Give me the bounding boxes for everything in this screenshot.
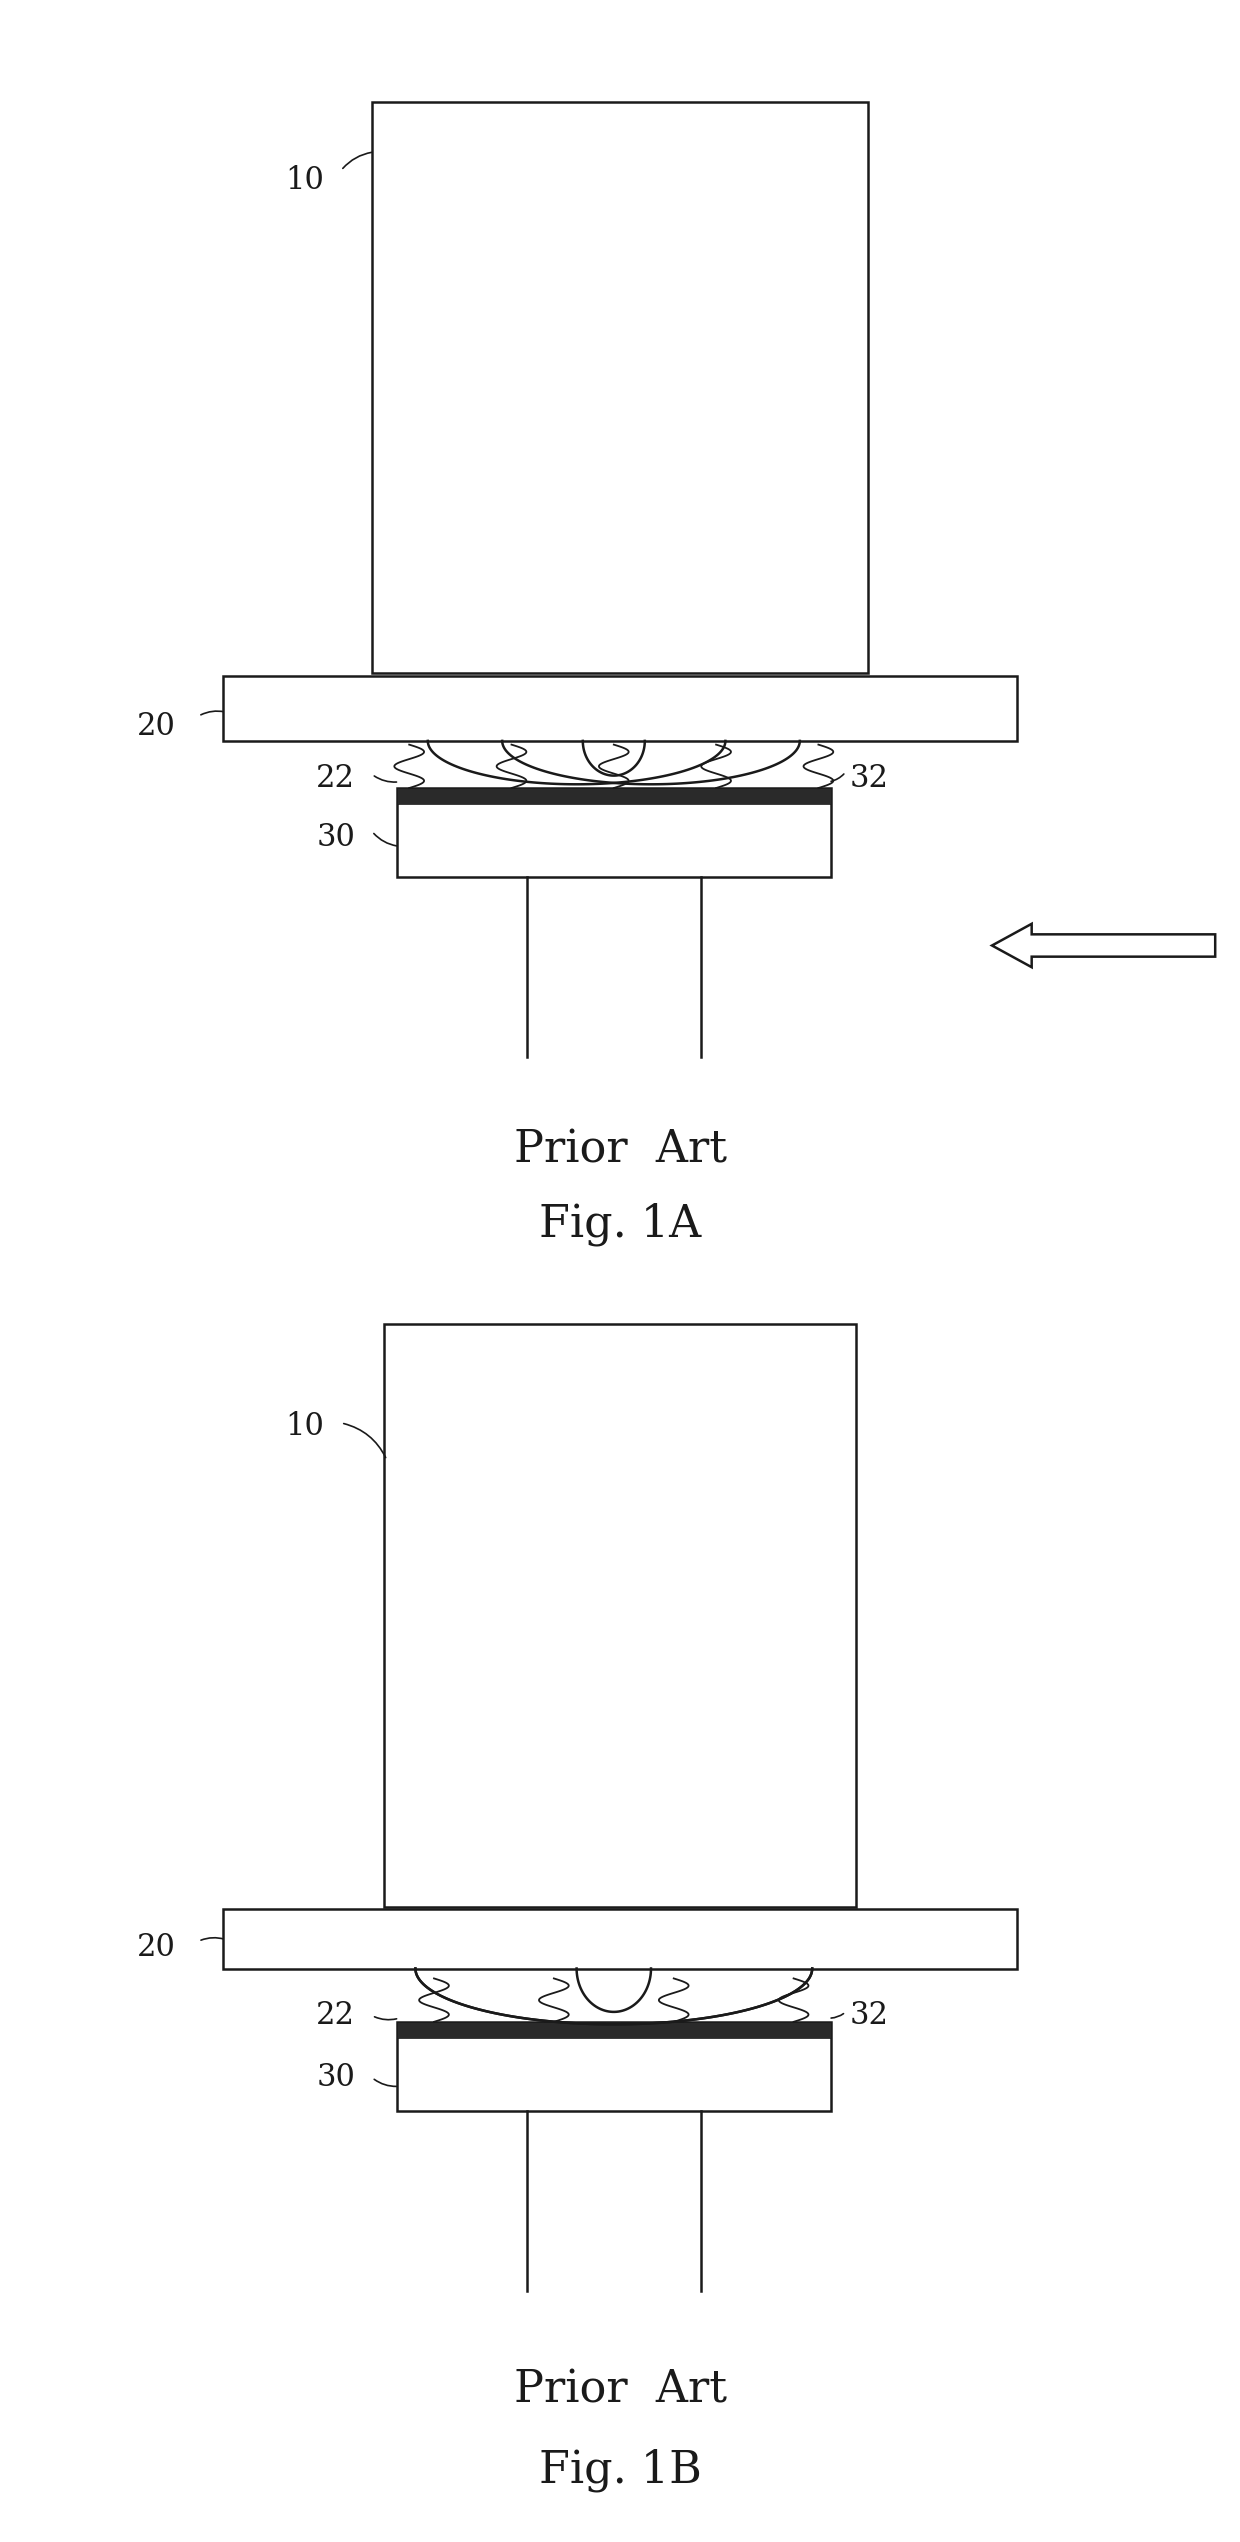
Text: Prior  Art: Prior Art <box>513 2369 727 2412</box>
Text: 30: 30 <box>316 2062 355 2092</box>
Text: 22: 22 <box>316 763 355 793</box>
Text: 10: 10 <box>285 1411 324 1441</box>
Bar <box>397 2021 831 2039</box>
FancyArrow shape <box>992 923 1215 966</box>
Bar <box>397 788 831 803</box>
Text: Fig. 1B: Fig. 1B <box>538 2448 702 2494</box>
Bar <box>372 102 868 674</box>
Bar <box>223 1909 1017 1968</box>
Text: 20: 20 <box>136 1932 175 1962</box>
Text: 32: 32 <box>849 2001 888 2031</box>
Text: 22: 22 <box>316 2001 355 2031</box>
Text: 32: 32 <box>849 763 888 793</box>
Text: Fig. 1A: Fig. 1A <box>539 1202 701 1246</box>
Text: Prior  Art: Prior Art <box>513 1129 727 1172</box>
Bar <box>223 676 1017 740</box>
Text: 20: 20 <box>136 712 175 742</box>
Bar <box>397 2021 831 2110</box>
Bar <box>384 1324 856 1906</box>
Bar <box>397 788 831 877</box>
Text: 30: 30 <box>316 821 355 854</box>
Text: 10: 10 <box>285 165 324 196</box>
